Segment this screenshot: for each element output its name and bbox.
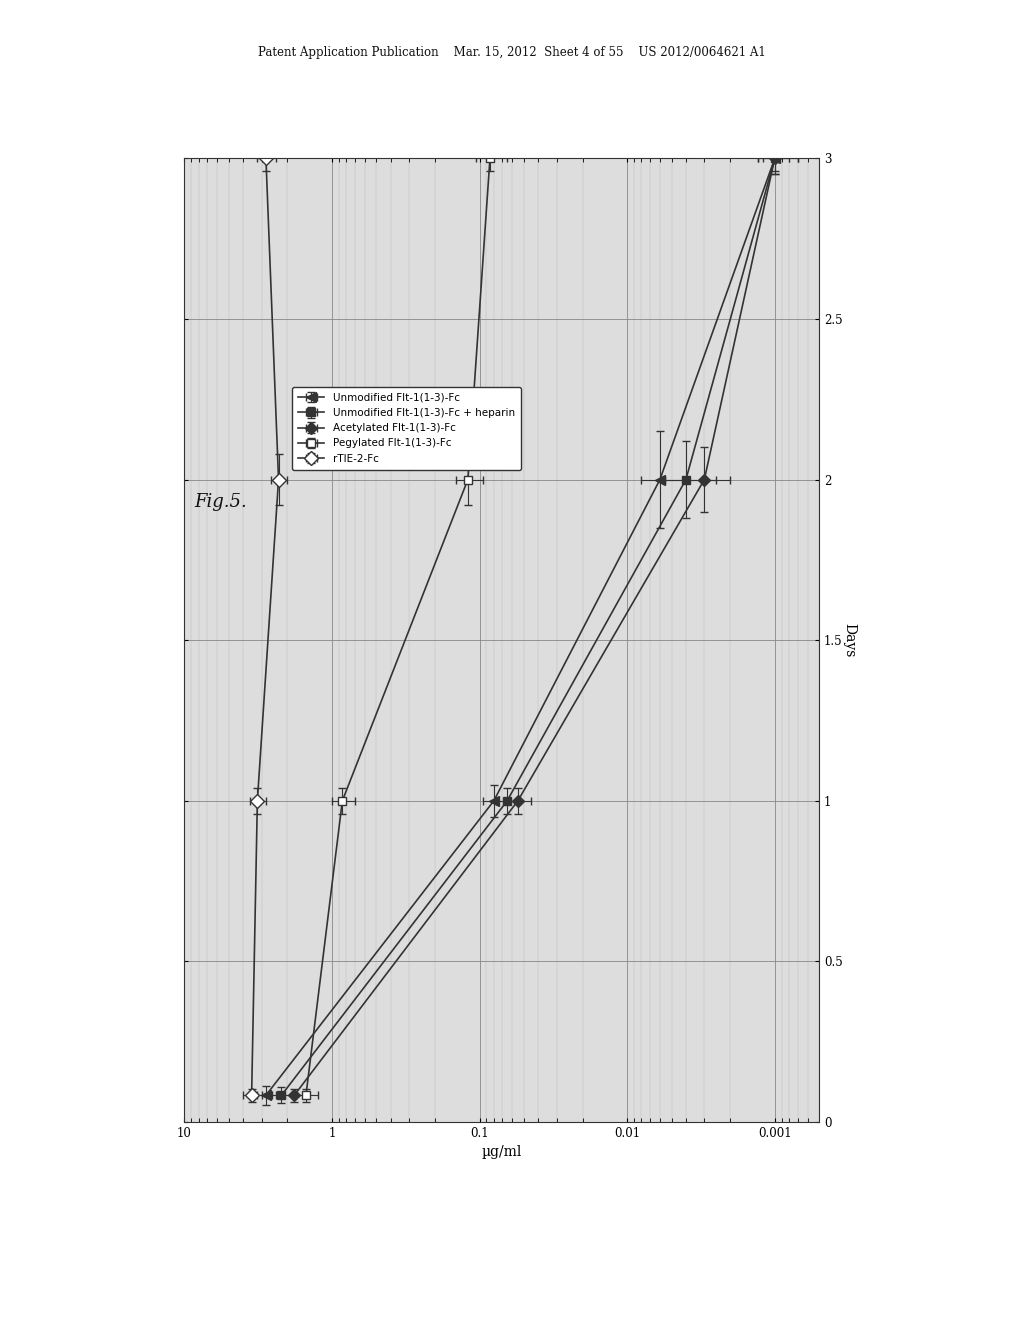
Legend: Unmodified Flt-1(1-3)-Fc, Unmodified Flt-1(1-3)-Fc + heparin, Acetylated Flt-1(1: Unmodified Flt-1(1-3)-Fc, Unmodified Flt… bbox=[292, 387, 521, 470]
X-axis label: µg/ml: µg/ml bbox=[481, 1146, 522, 1159]
Text: Patent Application Publication    Mar. 15, 2012  Sheet 4 of 55    US 2012/006462: Patent Application Publication Mar. 15, … bbox=[258, 46, 766, 59]
Text: Fig.5.: Fig.5. bbox=[195, 492, 248, 511]
Y-axis label: Days: Days bbox=[843, 623, 857, 657]
